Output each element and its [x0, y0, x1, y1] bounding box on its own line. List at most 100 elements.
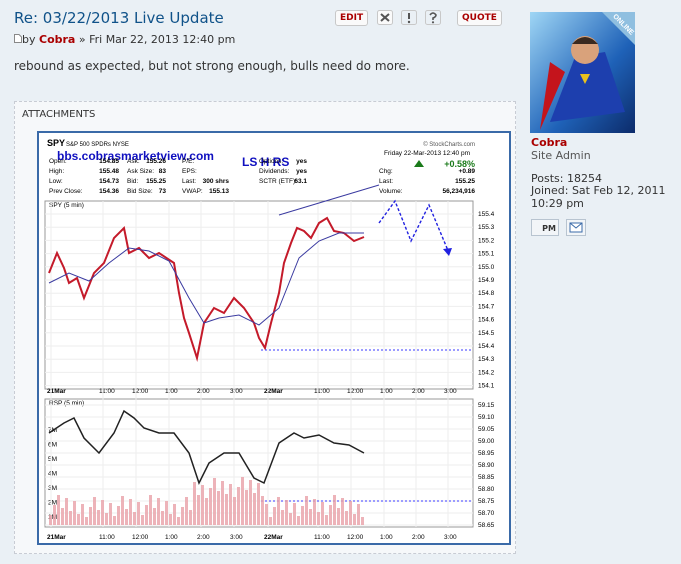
post-icons[interactable]	[377, 10, 451, 26]
volume-bar	[217, 491, 220, 525]
stat-label: Options:	[259, 158, 283, 165]
up-arrow	[414, 160, 424, 167]
stat-label: Bid Size:	[127, 188, 153, 195]
time-tick: 2:00	[197, 534, 210, 541]
stat-label: EPS:	[182, 168, 197, 175]
stat-value: 63.1	[294, 178, 307, 185]
time-tick: 21Mar	[47, 388, 66, 395]
profile-name[interactable]: Cobra	[531, 136, 568, 149]
symbol: SPY	[47, 138, 65, 148]
edit-button[interactable]: EDIT	[335, 10, 369, 26]
volume-bar	[325, 515, 328, 525]
volume-bar	[321, 502, 324, 525]
time-tick: 1:00	[165, 534, 178, 541]
volume-bar	[349, 501, 352, 525]
time-tick: 1:00	[165, 388, 178, 395]
volume-bar	[213, 478, 216, 525]
volume-bar	[201, 485, 204, 525]
arrow-head	[443, 248, 452, 256]
stat-value: 155.25	[455, 178, 475, 185]
profile-posts: Posts: 18254	[531, 172, 602, 185]
volume-bar	[261, 496, 264, 525]
volume-bar	[297, 516, 300, 525]
volume-bar	[81, 504, 84, 525]
rsp-tick: 58.85	[478, 474, 495, 481]
price-tick: 155.4	[478, 211, 495, 218]
volume-bar	[209, 488, 212, 525]
profile-rank: Site Admin	[531, 149, 591, 162]
rsp-tick: 58.95	[478, 450, 495, 457]
volume-bar	[137, 502, 140, 525]
rsp-tick: 59.10	[478, 414, 495, 421]
credit: © StockCharts.com	[423, 141, 475, 148]
time-tick: 11:00	[99, 534, 115, 541]
volume-bar	[125, 509, 128, 525]
price-tick: 154.1	[478, 383, 495, 390]
volume-bar	[193, 482, 196, 525]
volume-tick: 4M	[48, 471, 57, 478]
volume-bar	[109, 503, 112, 525]
chart-date: Friday 22-Mar-2013 12:40 pm	[384, 150, 470, 157]
time-tick: 3:00	[444, 534, 457, 541]
volume-bar	[97, 510, 100, 525]
time-tick: 11:00	[314, 388, 330, 395]
price-tick: 154.9	[478, 277, 495, 284]
stat-label: Dividends:	[259, 168, 290, 175]
volume-bar	[277, 497, 280, 525]
volume-bar	[245, 490, 248, 525]
price-tick: 154.3	[478, 356, 495, 363]
post-title[interactable]: Re: 03/22/2013 Live Update	[14, 9, 224, 27]
volume-bar	[57, 495, 60, 525]
volume-bar	[173, 504, 176, 525]
zigzag-projection	[378, 199, 450, 254]
volume-bar	[265, 504, 268, 525]
volume-bar	[337, 508, 340, 525]
price-tick: 154.6	[478, 317, 495, 324]
volume-bar	[269, 517, 272, 525]
volume-tick: 1M	[48, 514, 57, 521]
price-label: SPY (5 min)	[49, 202, 84, 209]
price-tick: 155.0	[478, 264, 495, 271]
volume-bar	[49, 515, 52, 525]
time-tick: 1:00	[380, 388, 393, 395]
volume-bar	[197, 495, 200, 525]
stat-value: 155.13	[209, 188, 229, 195]
volume-bar	[169, 514, 172, 525]
stat-label: P/E:	[182, 158, 194, 165]
time-tick: 21Mar	[47, 534, 66, 541]
volume-bar	[293, 503, 296, 525]
rsp-tick: 58.80	[478, 486, 495, 493]
volume-bar	[305, 496, 308, 525]
volume-bar	[333, 495, 336, 525]
stat-label: VWAP:	[182, 188, 203, 195]
volume-bar	[329, 505, 332, 525]
volume-bar	[73, 501, 76, 525]
volume-bar	[341, 498, 344, 525]
email-button[interactable]	[566, 219, 586, 236]
price-tick: 154.2	[478, 369, 495, 376]
volume-bar	[249, 480, 252, 525]
volume-bar	[145, 505, 148, 525]
quote-button[interactable]: QUOTE	[457, 10, 502, 26]
price-panel	[44, 200, 474, 390]
stat-label: Last:	[182, 178, 196, 185]
time-tick: 3:00	[230, 534, 243, 541]
pct-change: +0.58%	[444, 159, 475, 169]
rsp-label: RSP (5 min)	[49, 400, 84, 407]
volume-bar	[61, 508, 64, 525]
symbol-name: S&P 500 SPDRs NYSE	[66, 142, 129, 148]
stat-label: Low:	[49, 178, 63, 185]
chart-image[interactable]: SPY S&P 500 SPDRs NYSE © StockCharts.com bb…	[37, 131, 511, 545]
time-tick: 22Mar	[264, 388, 283, 395]
avatar[interactable]: ONLINE	[530, 12, 635, 133]
volume-bar	[165, 501, 168, 525]
volume-bar	[353, 514, 356, 525]
volume-bar	[93, 497, 96, 525]
time-tick: 12:00	[132, 534, 149, 541]
volume-bar	[301, 506, 304, 525]
volume-bar	[285, 500, 288, 525]
author[interactable]: Cobra	[39, 33, 76, 46]
pm-button[interactable]: PM	[531, 219, 559, 236]
volume-bar	[181, 507, 184, 525]
volume-bar	[65, 498, 68, 525]
